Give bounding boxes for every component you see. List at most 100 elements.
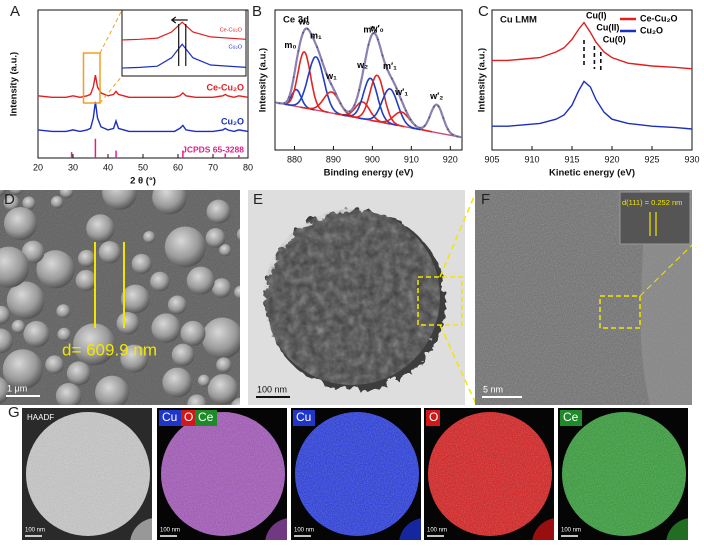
raw-point [423, 125, 426, 127]
panel-label: G [8, 404, 20, 421]
y-axis-label: Intensity (a.u.) [258, 48, 269, 112]
element-label: Cu [162, 410, 177, 424]
plot-frame [491, 9, 693, 151]
annotation-label: Cu(II) [596, 22, 619, 32]
element-tag [195, 410, 217, 426]
x-tick-label: 930 [684, 154, 699, 164]
peak-label: w′₀ [369, 24, 383, 34]
inset-series-label: Cu₂O [229, 44, 243, 50]
peak-label: m₁ [310, 31, 322, 41]
panel-label: C [478, 3, 489, 20]
particle [219, 244, 232, 257]
particle [150, 271, 170, 292]
particle [3, 206, 38, 241]
raw-point [325, 72, 328, 75]
particle [151, 313, 181, 343]
raw-point [414, 124, 417, 127]
peak-label: m₀ [284, 40, 296, 50]
raw-point [419, 126, 421, 129]
annotation-label: Cu(0) [603, 34, 626, 44]
raw-point [447, 128, 449, 131]
hrtem-image: d(111) = 0.252 nm [475, 190, 692, 405]
x-tick-label: 60 [173, 162, 183, 172]
shift-arrow [170, 16, 188, 24]
particle [22, 196, 36, 210]
map-neighbor [532, 518, 554, 540]
spectrum-line [37, 101, 249, 133]
raw-point [390, 77, 393, 80]
peak-label: w′₂ [429, 91, 443, 101]
raw-point [288, 96, 290, 99]
inset-frame [121, 9, 247, 77]
x-tick-label: 915 [564, 154, 579, 164]
particle [98, 241, 121, 264]
element-tag [426, 410, 440, 426]
particle [66, 361, 91, 386]
zoom-box [82, 52, 101, 104]
map-neighbor [399, 518, 421, 540]
raw-point [405, 109, 407, 112]
raw-point [381, 54, 384, 57]
map-neighbor [666, 518, 688, 540]
series-label: Ce-Cu₂O [207, 83, 245, 93]
particle [73, 323, 116, 366]
sem-image [0, 190, 240, 405]
x-axis-label: Kinetic energy (eV) [549, 168, 635, 179]
particle [231, 397, 240, 405]
lattice-label: d(111) = 0.252 nm [622, 198, 682, 207]
particle [131, 253, 152, 274]
annotation-label: Cu(I) [586, 10, 607, 20]
peak-label: w′₁ [394, 87, 408, 97]
particle [186, 266, 215, 295]
raw-point [311, 35, 314, 38]
particle [121, 284, 150, 314]
zoom-connector [639, 244, 692, 297]
particle [75, 269, 97, 291]
fit-envelope [274, 27, 462, 139]
map-texture [428, 412, 552, 536]
particle [59, 190, 74, 199]
x-axis-label: 2 θ (°) [130, 176, 156, 187]
zoom-connector [439, 191, 477, 278]
raw-point [320, 59, 323, 62]
raw-point [362, 66, 365, 69]
element-label: Cu [296, 410, 311, 424]
scale-bar-label: 100 nm [25, 528, 45, 534]
particle [3, 194, 20, 211]
particle [55, 383, 82, 405]
eds-map [291, 408, 421, 540]
particle [78, 249, 96, 268]
particle [0, 305, 10, 325]
particle [2, 349, 43, 390]
map-texture [295, 412, 419, 536]
spectrum-line [492, 21, 693, 70]
raw-point [274, 101, 276, 104]
raw-point [442, 117, 445, 119]
raw-point [372, 32, 375, 35]
x-axis-label: Binding energy (eV) [324, 168, 414, 179]
raw-point [409, 118, 412, 121]
spectrum-line [492, 80, 693, 130]
particle [9, 190, 24, 195]
particle [11, 319, 26, 334]
scale-bar-label: 100 nm [160, 528, 180, 534]
panel-label: B [252, 3, 262, 20]
raw-point [278, 102, 281, 105]
peak-label: m′₀ [363, 24, 377, 34]
particle [0, 246, 30, 288]
element-tag [293, 410, 315, 426]
particle [197, 374, 210, 387]
element-label: HAADF [27, 413, 54, 422]
scale-bar-label: 100 nm [294, 528, 314, 534]
raw-point [339, 102, 342, 105]
raw-point [433, 105, 435, 108]
eds-map [558, 408, 688, 540]
particle [207, 374, 239, 405]
element-tag [560, 410, 582, 426]
particle [86, 214, 115, 243]
particle [0, 190, 7, 197]
x-tick-label: 40 [103, 162, 113, 172]
particle [0, 377, 10, 404]
zoom-connector [99, 75, 123, 104]
raw-point [334, 92, 337, 95]
